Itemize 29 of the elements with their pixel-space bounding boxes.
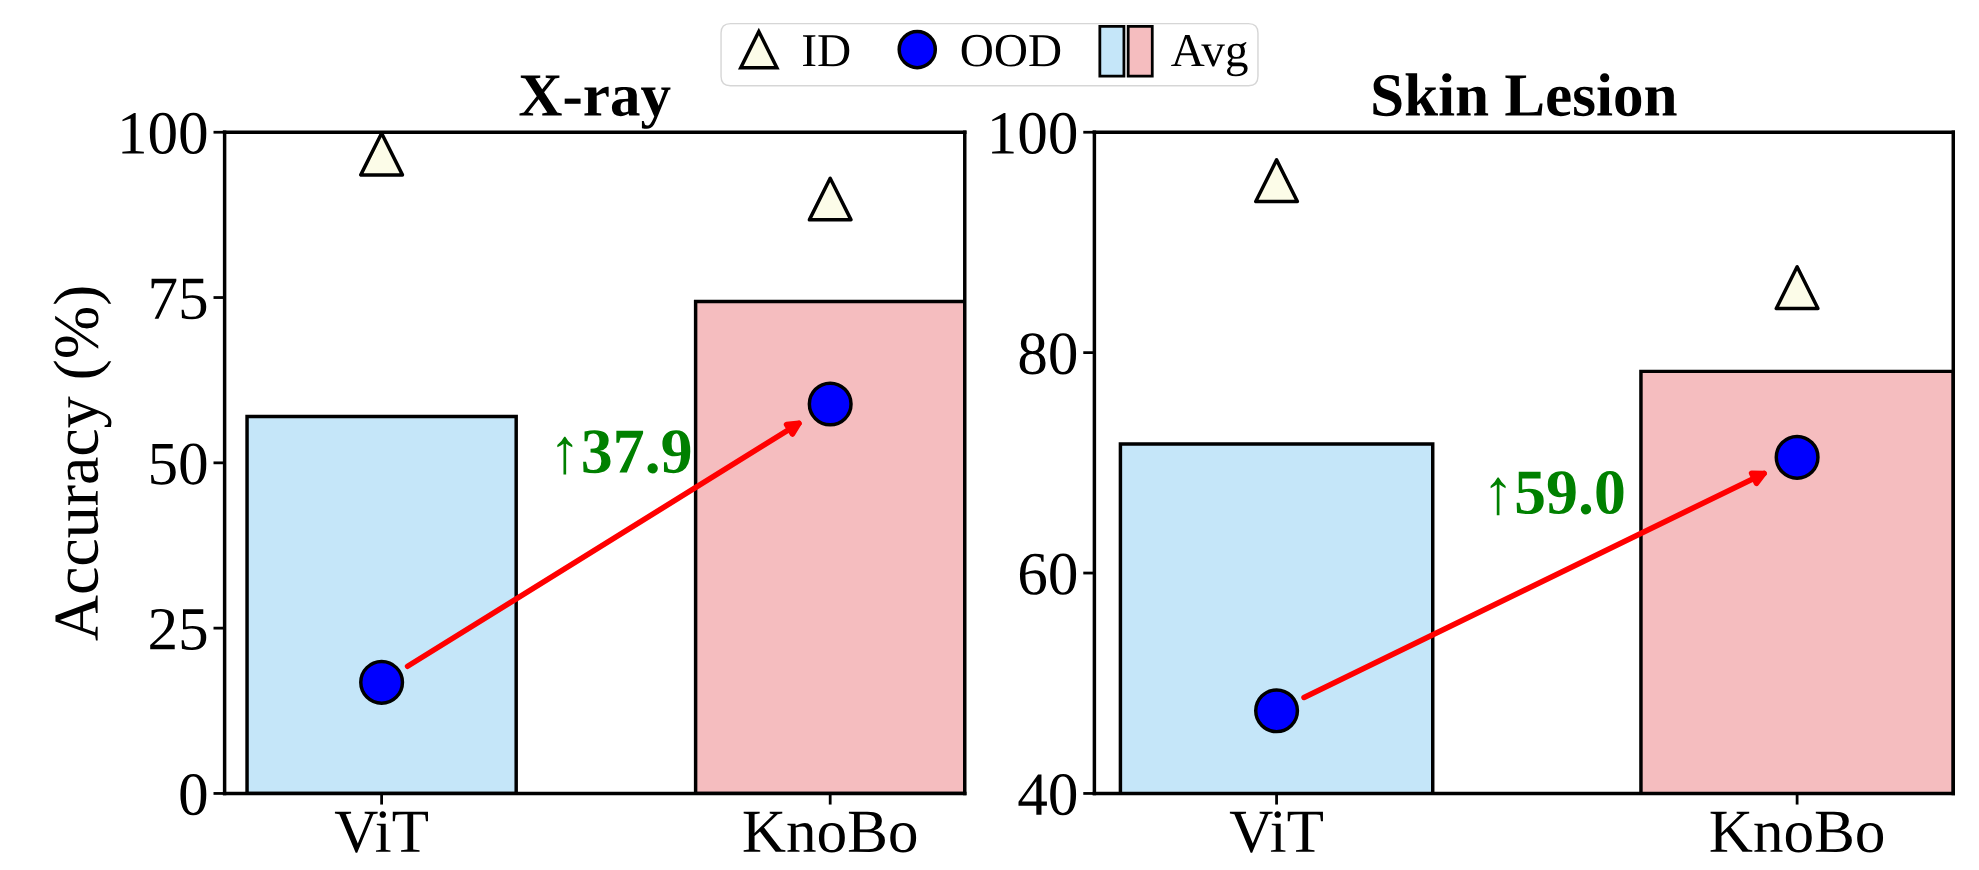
x-tick-label: ViT	[1229, 811, 1323, 853]
point	[1254, 688, 1300, 734]
legend-label: Avg	[1171, 34, 1248, 77]
point	[807, 176, 853, 222]
y-axis-title: Accuracy (%)	[53, 287, 112, 641]
chart-title: X-ray	[519, 75, 671, 129]
x-tick-label: KnoBo	[743, 811, 917, 853]
y-tick-label: 100	[992, 112, 1077, 155]
point	[1254, 158, 1300, 204]
point	[807, 381, 853, 427]
y-tick-label: 25	[150, 608, 207, 650]
legend-label: OOD	[961, 34, 1061, 67]
annotation: ↑59.0	[1490, 470, 1624, 516]
y-tick-label: 50	[151, 443, 207, 485]
point	[359, 132, 405, 177]
y-tick-label: 100	[122, 112, 207, 155]
point	[1774, 265, 1820, 311]
y-tick-label: 80	[1019, 333, 1077, 375]
x-tick-label: ViT	[334, 811, 428, 853]
point	[1774, 434, 1820, 480]
y-tick-label: 40	[1018, 774, 1077, 816]
legend-label: ID	[803, 35, 850, 67]
y-tick-label: 0	[180, 774, 207, 816]
x-tick-label: KnoBo	[1710, 811, 1884, 853]
y-tick-label: 75	[151, 278, 207, 320]
chart-title: Skin Lesion	[1373, 73, 1677, 117]
annotation: ↑37.9	[557, 430, 691, 475]
point	[359, 659, 405, 705]
y-tick-label: 60	[1019, 553, 1077, 595]
